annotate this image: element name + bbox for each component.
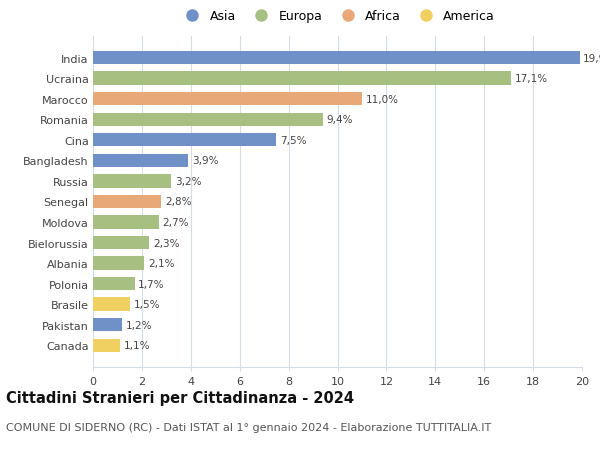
Text: 1,2%: 1,2%: [126, 320, 152, 330]
Text: 19,9%: 19,9%: [583, 53, 600, 63]
Text: COMUNE DI SIDERNO (RC) - Dati ISTAT al 1° gennaio 2024 - Elaborazione TUTTITALIA: COMUNE DI SIDERNO (RC) - Dati ISTAT al 1…: [6, 422, 491, 432]
Bar: [93, 257, 145, 270]
Bar: [93, 277, 134, 291]
Text: 3,2%: 3,2%: [175, 176, 202, 186]
Text: 2,1%: 2,1%: [148, 258, 175, 269]
Text: Cittadini Stranieri per Cittadinanza - 2024: Cittadini Stranieri per Cittadinanza - 2…: [6, 390, 354, 405]
Bar: [93, 154, 188, 168]
Text: 9,4%: 9,4%: [326, 115, 353, 125]
Bar: [93, 52, 580, 65]
Text: 2,3%: 2,3%: [153, 238, 179, 248]
Bar: [93, 134, 277, 147]
Text: 2,8%: 2,8%: [165, 197, 191, 207]
Bar: [93, 113, 323, 127]
Bar: [93, 298, 130, 311]
Text: 17,1%: 17,1%: [515, 74, 548, 84]
Bar: [93, 175, 171, 188]
Bar: [93, 339, 120, 352]
Text: 1,1%: 1,1%: [124, 341, 150, 351]
Bar: [93, 72, 511, 85]
Bar: [93, 319, 122, 332]
Bar: [93, 216, 159, 229]
Bar: [93, 195, 161, 209]
Bar: [93, 236, 149, 250]
Text: 2,7%: 2,7%: [163, 218, 189, 228]
Text: 1,7%: 1,7%: [138, 279, 165, 289]
Legend: Asia, Europa, Africa, America: Asia, Europa, Africa, America: [180, 10, 495, 23]
Text: 1,5%: 1,5%: [133, 300, 160, 309]
Text: 11,0%: 11,0%: [365, 95, 398, 104]
Text: 7,5%: 7,5%: [280, 135, 307, 146]
Text: 3,9%: 3,9%: [192, 156, 218, 166]
Bar: [93, 93, 362, 106]
